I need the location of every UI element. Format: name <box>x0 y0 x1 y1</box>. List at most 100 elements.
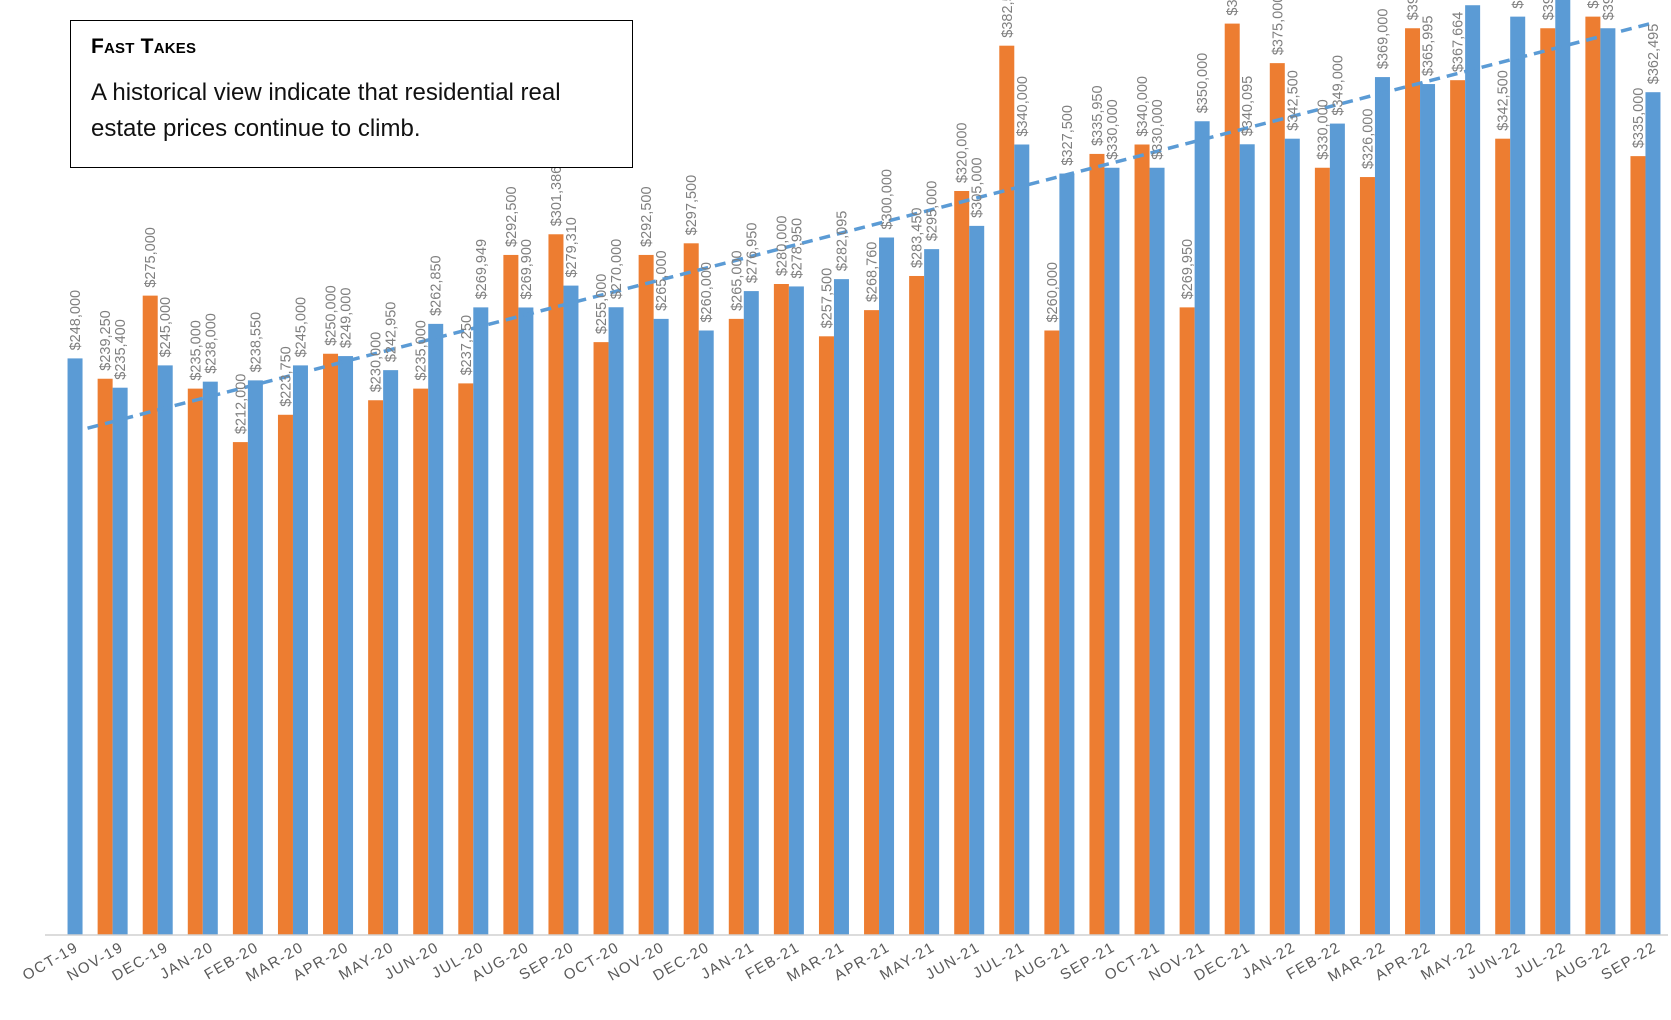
orange-bar-jul-21 <box>999 45 1015 935</box>
value-label: $249,000 <box>339 288 355 348</box>
value-label: $245,000 <box>293 297 309 357</box>
blue-bar-may-20 <box>383 370 399 935</box>
orange-bar-dec-20 <box>683 243 699 935</box>
value-label: $327,500 <box>1060 105 1076 165</box>
value-label: $265,000 <box>654 250 670 310</box>
value-label: $295,000 <box>925 181 941 241</box>
value-label: $238,550 <box>248 312 264 372</box>
blue-bar-dec-21 <box>1239 144 1255 935</box>
value-label: $330,000 <box>1105 99 1121 159</box>
blue-bar-feb-20 <box>247 380 263 935</box>
blue-bar-sep-21 <box>1104 167 1120 935</box>
value-label: $235,000 <box>414 320 430 380</box>
orange-bar-jun-22 <box>1495 138 1511 935</box>
value-label: $335,950 <box>1090 85 1106 145</box>
blue-bar-apr-21 <box>879 237 895 935</box>
value-label: $245,000 <box>158 297 174 357</box>
blue-bar-nov-19 <box>112 387 128 935</box>
orange-bar-may-20 <box>368 400 384 935</box>
value-label: $301,386 <box>549 166 565 226</box>
value-label: $223,750 <box>278 346 294 406</box>
blue-bar-oct-21 <box>1149 167 1165 935</box>
orange-bar-jun-20 <box>413 388 429 936</box>
value-label: $362,495 <box>1646 24 1662 84</box>
orange-bar-aug-20 <box>503 254 519 935</box>
blue-bar-mar-21 <box>833 279 849 935</box>
blue-bar-mar-20 <box>292 365 308 936</box>
orange-bar-jan-20 <box>187 388 203 936</box>
blue-bar-feb-22 <box>1329 123 1345 935</box>
orange-bar-aug-21 <box>1044 330 1060 935</box>
value-labels-layer: $248,000 $239,250 $235,400 $275,000 $245,000… <box>68 0 1662 434</box>
value-label: $342,500 <box>1285 70 1301 130</box>
value-label: $262,850 <box>429 255 445 315</box>
value-label: $395,000 <box>1586 0 1602 9</box>
orange-bar-may-22 <box>1450 80 1466 936</box>
value-label: $390,000 <box>1601 0 1617 20</box>
value-label: $320,000 <box>955 123 971 183</box>
value-label: $340,000 <box>1015 76 1031 136</box>
value-label: $283,450 <box>910 207 926 267</box>
value-label: $279,310 <box>564 217 580 277</box>
orange-bar-sep-22 <box>1630 156 1646 935</box>
value-label: $335,000 <box>1631 88 1647 148</box>
value-label: $282,095 <box>834 211 850 271</box>
blue-bar-dec-19 <box>157 365 173 936</box>
value-label: $350,000 <box>1195 53 1211 113</box>
blue-bar-nov-21 <box>1194 121 1210 935</box>
blue-bar-oct-20 <box>608 307 624 935</box>
value-label: $367,664 <box>1451 12 1467 72</box>
value-label: $269,949 <box>474 239 490 299</box>
value-label: $268,760 <box>865 242 881 302</box>
value-label: $265,000 <box>729 250 745 310</box>
value-label: $330,000 <box>1315 99 1331 159</box>
blue-bar-jul-21 <box>1014 144 1030 935</box>
value-label: $300,000 <box>880 169 896 229</box>
value-label: $248,000 <box>68 290 84 350</box>
orange-bar-jul-20 <box>458 383 474 935</box>
orange-bar-may-21 <box>909 275 925 936</box>
value-label: $270,000 <box>609 239 625 299</box>
value-label: $278,950 <box>789 218 805 278</box>
value-label: $269,900 <box>519 239 535 299</box>
value-label: $269,950 <box>1180 239 1196 299</box>
orange-bar-feb-21 <box>773 284 789 935</box>
blue-bar-may-22 <box>1465 5 1481 936</box>
value-label: $342,500 <box>1496 70 1512 130</box>
value-label: $242,950 <box>384 302 400 362</box>
orange-bar-mar-21 <box>818 336 834 935</box>
value-label: $390,000 <box>1406 0 1422 20</box>
orange-bar-nov-20 <box>638 254 654 935</box>
orange-bar-nov-19 <box>97 378 113 935</box>
orange-bar-jan-22 <box>1269 63 1285 935</box>
value-label: $395,000 <box>1511 0 1527 9</box>
orange-bar-aug-22 <box>1585 16 1601 935</box>
value-label: $365,995 <box>1421 16 1437 76</box>
blue-bar-jun-21 <box>969 225 985 935</box>
blue-bar-jul-20 <box>473 307 489 935</box>
orange-bar-apr-21 <box>864 310 880 935</box>
orange-bar-oct-21 <box>1134 144 1150 935</box>
x-axis-labels: OCT-19NOV-19DEC-19JAN-20FEB-20MAR-20APR-… <box>20 939 1660 986</box>
fast-takes-callout: Fast Takes A historical view indicate th… <box>70 20 633 168</box>
blue-bar-jan-21 <box>743 291 759 936</box>
orange-bar-feb-20 <box>232 442 248 935</box>
value-label: $375,000 <box>1270 0 1286 55</box>
orange-bar-mar-22 <box>1359 177 1375 936</box>
value-label: $340,000 <box>1135 76 1151 136</box>
value-label: $275,000 <box>143 227 159 287</box>
orange-bar-apr-20 <box>323 353 339 935</box>
value-label: $235,400 <box>113 319 129 379</box>
value-label: $392,000 <box>1225 0 1241 16</box>
blue-bar-aug-22 <box>1600 28 1616 935</box>
orange-bar-mar-20 <box>277 414 293 935</box>
value-label: $280,000 <box>774 216 790 276</box>
value-label: $326,000 <box>1360 109 1376 169</box>
value-label: $260,000 <box>699 262 715 322</box>
value-label: $212,000 <box>233 374 249 434</box>
value-label: $382,500 <box>1000 0 1016 38</box>
blue-bar-apr-22 <box>1420 84 1436 935</box>
value-label: $239,250 <box>98 310 114 370</box>
blue-bar-aug-21 <box>1059 173 1075 935</box>
